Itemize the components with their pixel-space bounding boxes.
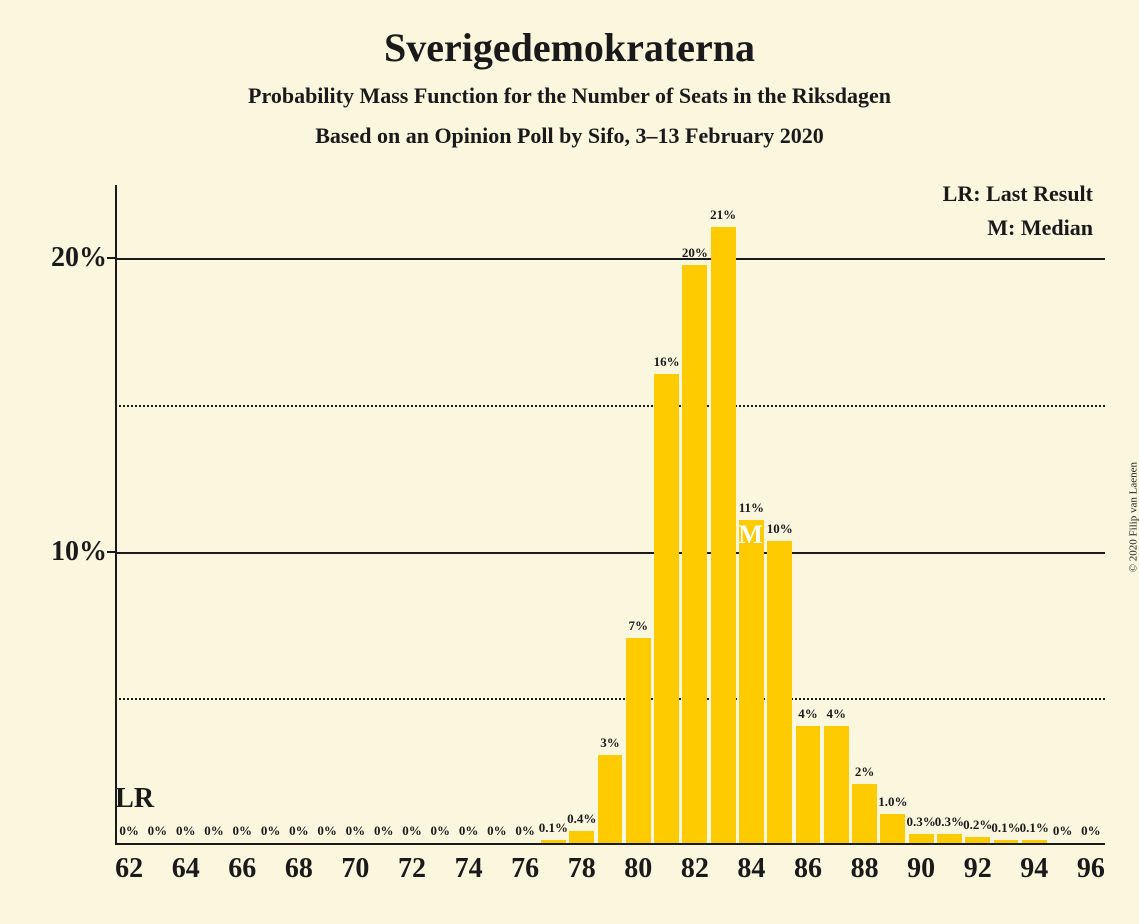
- bar-value-label: 3%: [600, 735, 620, 751]
- x-tick-label: 90: [907, 853, 935, 885]
- x-tick-label: 68: [285, 853, 313, 885]
- bar-value-label: 20%: [682, 245, 708, 261]
- bar-value-label: 16%: [654, 354, 680, 370]
- bar-value-label: 0%: [1081, 823, 1101, 839]
- bar-value-label: 0.1%: [991, 820, 1020, 836]
- bar-value-label: 0%: [515, 823, 535, 839]
- bar-value-label: 0.1%: [539, 820, 568, 836]
- x-tick-label: 86: [794, 853, 822, 885]
- bar: [965, 837, 990, 843]
- y-tick-label: 20%: [51, 242, 107, 274]
- bar-value-label: 11%: [739, 500, 764, 516]
- bar: [711, 227, 736, 843]
- y-axis: [115, 185, 117, 845]
- bar-value-label: 4%: [798, 706, 818, 722]
- chart-subtitle-2: Based on an Opinion Poll by Sifo, 3–13 F…: [0, 109, 1139, 149]
- bar: [598, 755, 623, 843]
- bar-value-label: 4%: [827, 706, 847, 722]
- grid-major-line: [115, 258, 1105, 260]
- bar: [1022, 840, 1047, 843]
- x-tick-label: 76: [511, 853, 539, 885]
- bar-value-label: 0%: [487, 823, 507, 839]
- bar: [541, 840, 566, 843]
- x-tick-label: 96: [1077, 853, 1105, 885]
- bar-value-label: 21%: [710, 207, 736, 223]
- y-tick-label: 10%: [51, 536, 107, 568]
- x-tick-label: 72: [398, 853, 426, 885]
- bar-value-label: 0%: [289, 823, 309, 839]
- y-tick-mark: [107, 551, 115, 553]
- bar-value-label: 0.1%: [1020, 820, 1049, 836]
- bar-value-label: 0%: [431, 823, 451, 839]
- bar: [654, 374, 679, 843]
- bar: [796, 726, 821, 843]
- x-tick-label: 92: [964, 853, 992, 885]
- copyright-text: © 2020 Filip van Laenen: [1127, 462, 1139, 572]
- bar-value-label: 0%: [119, 823, 139, 839]
- x-tick-label: 64: [172, 853, 200, 885]
- bar-value-label: 2%: [855, 764, 875, 780]
- bar-value-label: 0%: [374, 823, 394, 839]
- x-tick-label: 88: [851, 853, 879, 885]
- bar-value-label: 0%: [148, 823, 168, 839]
- bar: [824, 726, 849, 843]
- bar: [626, 638, 651, 843]
- bar: [569, 831, 594, 843]
- bar-value-label: 0%: [233, 823, 253, 839]
- grid-major-line: [115, 552, 1105, 554]
- plot-area: 10%20% 626466687072747678808284868890929…: [115, 185, 1105, 845]
- bar-value-label: 0%: [176, 823, 196, 839]
- bar-value-label: 0.3%: [935, 814, 964, 830]
- x-tick-label: 82: [681, 853, 709, 885]
- chart-title: Sverigedemokraterna: [0, 0, 1139, 71]
- median-marker: M: [738, 520, 763, 550]
- bar-value-label: 0%: [1053, 823, 1073, 839]
- bar-value-label: 1.0%: [878, 794, 907, 810]
- x-tick-label: 70: [341, 853, 369, 885]
- bar-value-label: 0.3%: [907, 814, 936, 830]
- chart-subtitle: Probability Mass Function for the Number…: [0, 71, 1139, 109]
- grid-minor-line: [115, 405, 1105, 407]
- x-tick-label: 80: [624, 853, 652, 885]
- bar-value-label: 0%: [346, 823, 366, 839]
- lr-marker: LR: [115, 783, 154, 815]
- bar: [739, 520, 764, 843]
- bar-value-label: 7%: [629, 618, 649, 634]
- bar: [880, 814, 905, 843]
- bar-value-label: 0.2%: [963, 817, 992, 833]
- x-tick-label: 94: [1020, 853, 1048, 885]
- bar-value-label: 0%: [204, 823, 224, 839]
- x-axis: [115, 843, 1105, 845]
- bar-value-label: 0%: [459, 823, 479, 839]
- legend-lr: LR: Last Result: [943, 181, 1093, 207]
- bar: [852, 784, 877, 843]
- x-tick-label: 84: [737, 853, 765, 885]
- bar-value-label: 0%: [317, 823, 337, 839]
- bar-value-label: 0%: [261, 823, 281, 839]
- grid-minor-line: [115, 698, 1105, 700]
- bar-value-label: 0.4%: [567, 811, 596, 827]
- bar-value-label: 0%: [402, 823, 422, 839]
- bar: [682, 265, 707, 843]
- bar: [937, 834, 962, 843]
- x-tick-label: 62: [115, 853, 143, 885]
- y-tick-mark: [107, 257, 115, 259]
- legend-m: M: Median: [987, 215, 1093, 241]
- x-tick-label: 74: [455, 853, 483, 885]
- x-tick-label: 66: [228, 853, 256, 885]
- bar-value-label: 10%: [767, 521, 793, 537]
- bar: [994, 840, 1019, 843]
- bar: [767, 541, 792, 843]
- x-tick-label: 78: [568, 853, 596, 885]
- bar: [909, 834, 934, 843]
- chart-container: Sverigedemokraterna Probability Mass Fun…: [0, 0, 1139, 924]
